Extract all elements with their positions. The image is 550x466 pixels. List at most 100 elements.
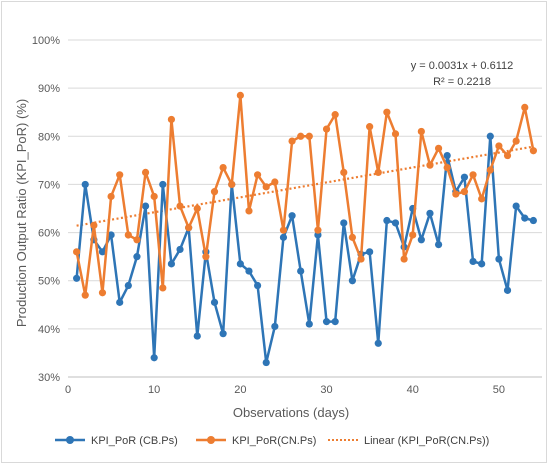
data-point-1-46	[469, 171, 477, 179]
trendline-r-squared: R² = 0.2218	[433, 76, 491, 88]
data-point-0-16	[210, 298, 219, 306]
data-point-0-7	[133, 253, 141, 261]
data-point-1-3	[98, 289, 107, 297]
data-point-0-51	[512, 202, 520, 210]
data-point-0-34	[366, 248, 374, 256]
data-point-1-52	[521, 103, 529, 111]
legend-marker-cb	[66, 436, 74, 444]
data-point-0-17	[219, 330, 227, 338]
data-point-1-7	[133, 236, 141, 244]
data-point-0-35	[374, 339, 382, 347]
data-point-0-11	[167, 260, 176, 268]
data-point-1-16	[210, 188, 219, 196]
data-point-1-45	[460, 188, 469, 196]
data-point-1-48	[486, 166, 494, 174]
data-point-0-12	[176, 245, 184, 254]
data-point-1-51	[512, 137, 520, 145]
data-point-0-8	[141, 202, 150, 210]
data-point-1-47	[478, 195, 486, 203]
data-point-1-0	[73, 248, 81, 256]
data-point-1-15	[202, 253, 210, 261]
trendline-line	[76, 145, 534, 227]
data-point-1-43	[443, 163, 451, 172]
y-tick-label-50: 50%	[38, 276, 60, 288]
data-point-0-19	[236, 260, 244, 268]
y-axis-title: Production Output Ratio (KPI_PoR) (%)	[14, 99, 29, 327]
legend-item-cb: KPI_PoR (CB.Ps)	[55, 435, 178, 447]
data-point-1-30	[331, 111, 339, 119]
data-point-0-24	[279, 233, 288, 241]
data-point-1-21	[254, 171, 262, 179]
trendline-equation: y = 0.0031x + 0.6112	[411, 60, 514, 72]
x-tick-label-30: 30	[320, 384, 332, 396]
data-point-0-0	[73, 274, 81, 282]
data-point-1-28	[314, 226, 322, 234]
legend-marker-cn	[207, 436, 215, 444]
data-point-0-14	[193, 332, 201, 340]
data-point-1-11	[167, 115, 176, 124]
data-point-1-42	[434, 144, 443, 152]
data-point-1-40	[417, 127, 425, 136]
data-point-1-37	[391, 130, 400, 138]
data-point-0-10	[159, 180, 167, 189]
data-point-0-4	[107, 231, 115, 239]
legend-label-trend: Linear (KPI_PoR(CN.Ps))	[364, 435, 489, 447]
data-point-0-43	[443, 151, 451, 160]
data-point-0-53	[529, 216, 537, 225]
data-point-1-25	[288, 137, 296, 145]
y-axis-ticks: 30% 40% 50% 60% 70% 80% 90% 100%	[32, 35, 60, 384]
data-point-1-38	[400, 255, 408, 263]
data-point-1-26	[297, 132, 305, 140]
data-point-1-18	[228, 180, 236, 189]
data-point-1-4	[107, 192, 115, 201]
x-axis-title: Observations (days)	[233, 405, 349, 420]
series-1	[73, 91, 537, 299]
x-tick-label-10: 10	[148, 384, 160, 396]
legend-label-cn: KPI_PoR(CN.Ps)	[232, 435, 316, 447]
legend-item-cn: KPI_PoR(CN.Ps)	[196, 435, 316, 447]
data-point-1-12	[176, 202, 184, 210]
y-tick-label-70: 70%	[38, 179, 60, 191]
data-point-0-27	[305, 320, 313, 328]
data-point-0-37	[391, 219, 400, 227]
trendline	[76, 145, 534, 227]
data-point-0-9	[150, 354, 158, 362]
data-point-0-52	[521, 214, 529, 222]
x-axis-ticks: 0 10 20 30 40 50	[65, 384, 505, 396]
data-point-1-39	[409, 231, 417, 239]
series-group	[73, 91, 537, 367]
data-point-1-34	[366, 123, 374, 131]
data-point-1-32	[348, 233, 356, 241]
data-point-1-50	[503, 151, 512, 160]
data-point-1-31	[340, 168, 348, 176]
data-point-1-44	[452, 190, 460, 198]
data-point-1-23	[271, 178, 279, 186]
data-point-0-36	[383, 216, 391, 225]
data-point-0-47	[478, 260, 486, 268]
data-point-1-6	[124, 231, 132, 239]
data-point-0-26	[297, 267, 305, 275]
data-point-1-20	[245, 207, 253, 215]
data-point-0-46	[469, 257, 477, 266]
data-point-1-35	[374, 168, 382, 176]
data-point-0-30	[331, 318, 339, 326]
data-point-1-19	[236, 91, 244, 99]
x-tick-label-20: 20	[234, 384, 246, 396]
data-point-0-45	[460, 173, 469, 181]
data-point-1-29	[322, 125, 331, 133]
data-point-1-1	[81, 291, 89, 299]
data-point-0-29	[322, 318, 331, 326]
data-point-0-20	[245, 267, 253, 275]
data-point-0-5	[116, 298, 124, 306]
y-tick-label-60: 60%	[38, 228, 60, 240]
data-point-0-48	[486, 132, 494, 140]
data-point-0-41	[426, 209, 434, 217]
data-point-0-50	[503, 286, 512, 294]
data-point-0-21	[254, 281, 262, 290]
y-tick-label-90: 90%	[38, 83, 60, 95]
series-line-1	[75, 94, 535, 297]
data-point-0-31	[340, 219, 348, 227]
data-point-1-8	[141, 168, 150, 176]
data-point-0-3	[98, 248, 107, 256]
data-point-1-22	[262, 183, 270, 191]
